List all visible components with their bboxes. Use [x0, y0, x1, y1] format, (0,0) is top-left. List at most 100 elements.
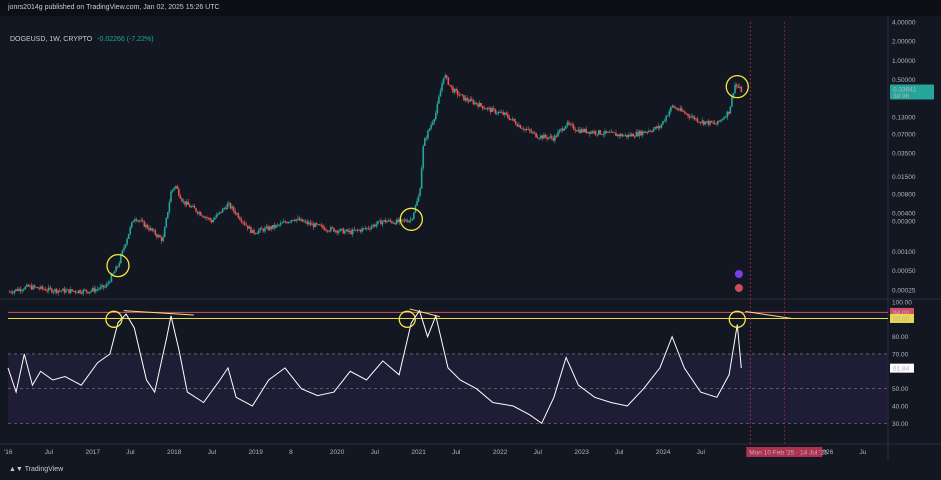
candle — [657, 125, 660, 129]
candle — [112, 273, 114, 275]
candle — [27, 284, 30, 287]
candle — [572, 124, 575, 130]
candle — [88, 291, 91, 294]
candle — [381, 221, 384, 225]
candle — [481, 105, 484, 109]
candle — [737, 86, 739, 88]
candle — [358, 229, 360, 231]
candle — [207, 218, 210, 219]
candle — [188, 204, 191, 208]
candle — [262, 229, 265, 232]
candle — [685, 113, 688, 115]
candle — [547, 137, 550, 139]
candle — [69, 289, 72, 294]
symbol-legend: DOGEUSD, 1W, CRYPTO -0.02266 (-7.22%) — [10, 36, 154, 43]
candle — [441, 83, 443, 91]
candle — [386, 221, 389, 223]
candle — [298, 218, 301, 221]
candle — [674, 107, 677, 109]
candle — [377, 221, 379, 225]
candle — [145, 224, 147, 227]
price-tick-label: 0.00300 — [892, 219, 916, 226]
event-icon[interactable] — [734, 270, 743, 278]
candle — [480, 103, 483, 106]
candle — [444, 75, 446, 79]
candle — [141, 220, 144, 222]
rsi-line — [7, 309, 742, 425]
candle — [116, 266, 119, 268]
candle — [579, 129, 581, 133]
candle — [392, 222, 395, 224]
candle — [234, 210, 237, 214]
candle — [52, 291, 55, 293]
candle — [76, 292, 78, 294]
price-tick-label: 0.13000 — [892, 114, 916, 121]
time-tick-label: 2020 — [330, 449, 345, 456]
candle — [90, 290, 92, 292]
candle — [170, 191, 172, 203]
candle — [126, 238, 128, 245]
candle — [428, 128, 431, 131]
candle — [676, 108, 678, 110]
candle — [375, 224, 378, 227]
candle — [574, 129, 577, 131]
candle — [309, 222, 312, 225]
candle — [129, 227, 132, 234]
rsi-highlight-circle — [105, 310, 123, 328]
candle — [19, 288, 22, 292]
candle — [477, 104, 479, 107]
candle — [152, 230, 155, 231]
time-tick-label: 2022 — [493, 449, 508, 456]
candle — [203, 216, 205, 218]
candle — [566, 122, 569, 126]
candle — [496, 113, 498, 115]
candle — [629, 134, 631, 137]
candle — [286, 222, 288, 224]
candle — [157, 235, 160, 238]
candle — [544, 134, 547, 138]
price-tick-label: 2.00000 — [892, 39, 916, 46]
candle — [709, 120, 711, 125]
candle — [345, 229, 348, 232]
candle — [734, 84, 736, 93]
candle — [279, 223, 282, 225]
time-tick-label: 2021 — [411, 449, 426, 456]
candle — [723, 117, 725, 120]
candle — [329, 227, 332, 231]
candle — [134, 219, 136, 221]
price-tick-label: 0.00050 — [892, 268, 916, 275]
candle — [366, 227, 368, 229]
publish-bar: jonrs2014g published on TradingView.com,… — [0, 0, 941, 16]
candle — [192, 206, 194, 207]
candle — [389, 220, 392, 222]
candle — [104, 286, 106, 288]
candle — [140, 220, 142, 222]
candle — [215, 214, 218, 218]
candle — [16, 289, 19, 291]
news-icon[interactable] — [734, 284, 743, 292]
candle — [565, 125, 567, 129]
candle — [492, 108, 495, 110]
candle — [398, 219, 401, 223]
candle — [408, 220, 410, 223]
candle — [11, 292, 14, 294]
candle — [325, 230, 327, 231]
candle — [546, 137, 548, 139]
candle — [87, 291, 89, 294]
candle — [580, 129, 583, 133]
candle — [243, 222, 246, 225]
candle — [364, 228, 367, 229]
candle — [539, 135, 542, 139]
candle — [176, 186, 179, 189]
candle — [26, 284, 28, 287]
candle — [228, 203, 230, 204]
candle — [107, 282, 110, 284]
candle — [516, 124, 519, 127]
candle — [96, 289, 99, 290]
candle — [66, 289, 69, 291]
candle — [424, 138, 426, 146]
candle — [163, 227, 166, 238]
candle — [82, 289, 85, 294]
candle — [250, 226, 252, 233]
